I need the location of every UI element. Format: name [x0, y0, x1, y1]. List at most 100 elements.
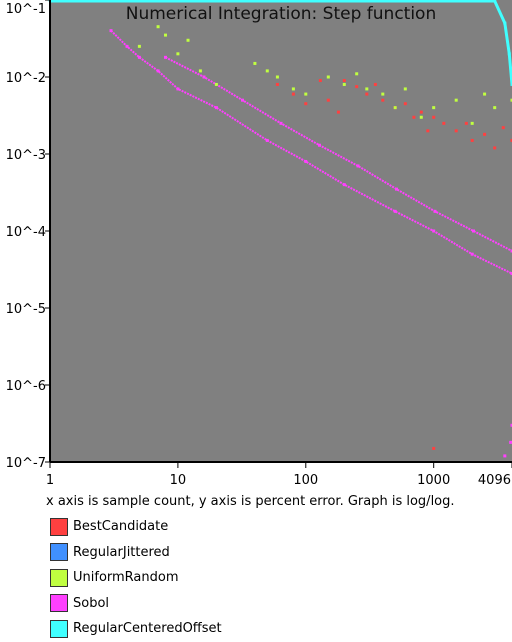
data-point	[394, 106, 397, 109]
data-point	[365, 93, 368, 96]
data-point	[381, 99, 384, 102]
y-tick-label: 10^-3	[6, 148, 46, 163]
legend-swatch	[50, 569, 68, 587]
data-point	[337, 111, 340, 114]
data-point	[432, 106, 435, 109]
data-point	[465, 122, 468, 125]
y-tick-label: 10^-5	[6, 302, 46, 317]
data-point	[343, 79, 346, 82]
x-tick-label: 100	[293, 473, 318, 488]
data-point	[187, 39, 190, 42]
legend-item: BestCandidate	[50, 514, 222, 540]
data-point	[215, 106, 218, 109]
y-tick-label: 10^-4	[6, 225, 46, 240]
data-point	[432, 447, 435, 450]
legend-item: Sobol	[50, 591, 222, 617]
data-point	[276, 76, 279, 79]
data-point	[343, 183, 346, 186]
data-point	[138, 45, 141, 48]
data-point	[471, 253, 474, 256]
x-tick-label: 4096	[478, 473, 511, 488]
data-point	[355, 72, 358, 75]
legend-swatch	[50, 543, 68, 561]
data-point	[164, 34, 167, 37]
x-tick-label: 1	[46, 473, 54, 488]
data-point	[343, 83, 346, 86]
data-point	[266, 139, 269, 142]
data-point	[357, 164, 360, 167]
chart-caption: x axis is sample count, y axis is percen…	[46, 494, 455, 509]
data-point	[164, 56, 167, 59]
data-point	[455, 129, 458, 132]
legend-swatch	[50, 620, 68, 638]
data-point	[483, 133, 486, 136]
data-point	[434, 210, 437, 213]
data-point	[280, 122, 283, 125]
data-point	[426, 129, 429, 132]
x-tick-label: 1000	[417, 473, 450, 488]
data-point	[365, 87, 368, 90]
legend: BestCandidate RegularJittered UniformRando…	[50, 514, 222, 642]
legend-item: RegularJittered	[50, 540, 222, 566]
data-point	[319, 79, 322, 82]
data-point	[472, 230, 475, 233]
legend-label: UniformRandom	[73, 570, 179, 585]
data-point	[483, 93, 486, 96]
data-point	[404, 87, 407, 90]
data-point	[493, 146, 496, 149]
data-point	[471, 139, 474, 142]
data-point	[432, 230, 435, 233]
legend-item: UniformRandom	[50, 565, 222, 591]
data-point	[176, 87, 179, 90]
data-point	[253, 62, 256, 65]
y-tick-label: 10^-7	[6, 456, 46, 471]
data-point	[176, 52, 179, 55]
legend-label: Sobol	[73, 596, 109, 611]
data-point	[508, 52, 511, 55]
data-point	[374, 83, 377, 86]
data-point	[266, 69, 269, 72]
data-point	[215, 83, 218, 86]
data-point	[493, 106, 496, 109]
y-tick-label: 10^-6	[6, 379, 46, 394]
legend-swatch	[50, 518, 68, 536]
data-point	[304, 160, 307, 163]
data-point	[276, 83, 279, 86]
data-point	[355, 85, 358, 88]
data-point	[199, 69, 202, 72]
data-point	[432, 116, 435, 119]
data-point	[404, 102, 407, 105]
plot-area	[50, 0, 512, 462]
data-point	[420, 116, 423, 119]
legend-swatch	[50, 594, 68, 612]
data-point	[292, 93, 295, 96]
data-point	[110, 29, 113, 32]
data-point	[304, 93, 307, 96]
data-point	[126, 45, 129, 48]
data-point	[420, 111, 423, 114]
data-point	[493, 0, 496, 2]
legend-label: RegularCenteredOffset	[73, 621, 222, 636]
data-point	[412, 116, 415, 119]
y-tick-label: 10^-1	[6, 2, 46, 17]
data-point	[203, 76, 206, 79]
legend-item: RegularCenteredOffset	[50, 616, 222, 642]
data-point	[395, 188, 398, 191]
data-point	[327, 99, 330, 102]
data-point	[318, 144, 321, 147]
data-point	[502, 126, 505, 129]
y-tick-label: 10^-2	[6, 71, 46, 86]
data-point	[503, 454, 506, 457]
data-point	[503, 22, 506, 25]
data-point	[304, 102, 307, 105]
data-point	[394, 210, 397, 213]
data-point	[241, 99, 244, 102]
data-point	[138, 56, 141, 59]
data-point	[442, 122, 445, 125]
data-point	[471, 122, 474, 125]
legend-label: BestCandidate	[73, 519, 168, 534]
data-point	[292, 87, 295, 90]
data-point	[327, 76, 330, 79]
